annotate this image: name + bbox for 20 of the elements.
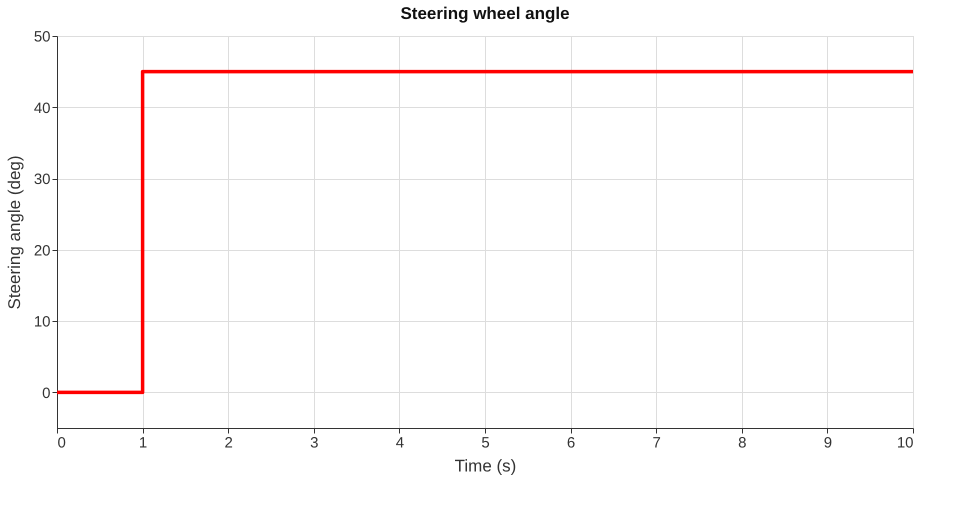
y-tick-label: 10 [34, 314, 50, 331]
x-tick-label: 3 [310, 434, 318, 452]
x-tick-label: 2 [224, 434, 233, 452]
x-tick-label: 4 [396, 434, 404, 452]
x-axis-title: Time (s) [454, 456, 516, 476]
x-tick-label: 9 [824, 434, 832, 452]
x-tick-label: 0 [58, 434, 66, 452]
x-tick-label: 8 [738, 434, 746, 452]
x-tick-label: 5 [481, 434, 490, 452]
y-tick-label: 30 [34, 171, 50, 188]
y-tick-label: 20 [34, 242, 50, 260]
chart-title: Steering wheel angle [400, 4, 570, 23]
x-tick-label: 10 [896, 434, 914, 452]
y-tick-label: 0 [42, 384, 50, 402]
y-axis-title: Steering angle (deg) [4, 155, 24, 310]
x-tick-label: 1 [138, 434, 148, 452]
y-tick-label: 40 [34, 100, 50, 117]
x-tick-label: 7 [652, 434, 661, 452]
y-tick-label: 50 [34, 28, 50, 46]
x-tick-label: 6 [566, 434, 576, 452]
